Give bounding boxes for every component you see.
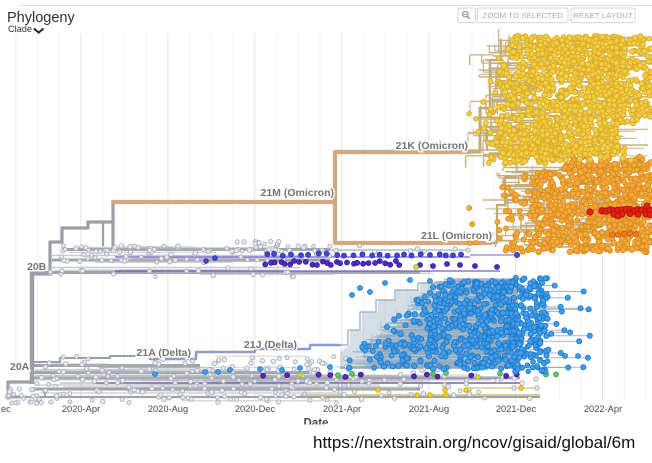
svg-text:RESET LAYOUT: RESET LAYOUT	[573, 11, 633, 20]
svg-text:2021-Aug: 2021-Aug	[409, 404, 449, 414]
svg-text:21J (Delta): 21J (Delta)	[244, 339, 297, 351]
svg-text:21L (Omicron): 21L (Omicron)	[421, 230, 492, 242]
svg-text:2020-Aug: 2020-Aug	[148, 404, 188, 414]
svg-text:20B: 20B	[27, 261, 47, 273]
svg-text:2021-Apr: 2021-Apr	[323, 404, 361, 414]
svg-text:2020-Apr: 2020-Apr	[62, 404, 100, 414]
svg-text:https://nextstrain.org/ncov/gi: https://nextstrain.org/ncov/gisaid/globa…	[313, 433, 635, 452]
svg-text:21A (Delta): 21A (Delta)	[137, 347, 191, 359]
svg-text:21M (Omicron): 21M (Omicron)	[260, 187, 334, 199]
svg-text:2020-Dec: 2020-Dec	[235, 404, 276, 414]
svg-text:ec: ec	[1, 404, 11, 414]
svg-text:2022-Apr: 2022-Apr	[584, 404, 622, 414]
svg-text:21K (Omicron): 21K (Omicron)	[396, 140, 468, 152]
svg-text:2021-Dec: 2021-Dec	[496, 404, 537, 414]
svg-text:Clade: Clade	[8, 24, 32, 34]
svg-text:20A: 20A	[10, 361, 30, 373]
svg-text:ZOOM TO SELECTED: ZOOM TO SELECTED	[483, 11, 564, 20]
